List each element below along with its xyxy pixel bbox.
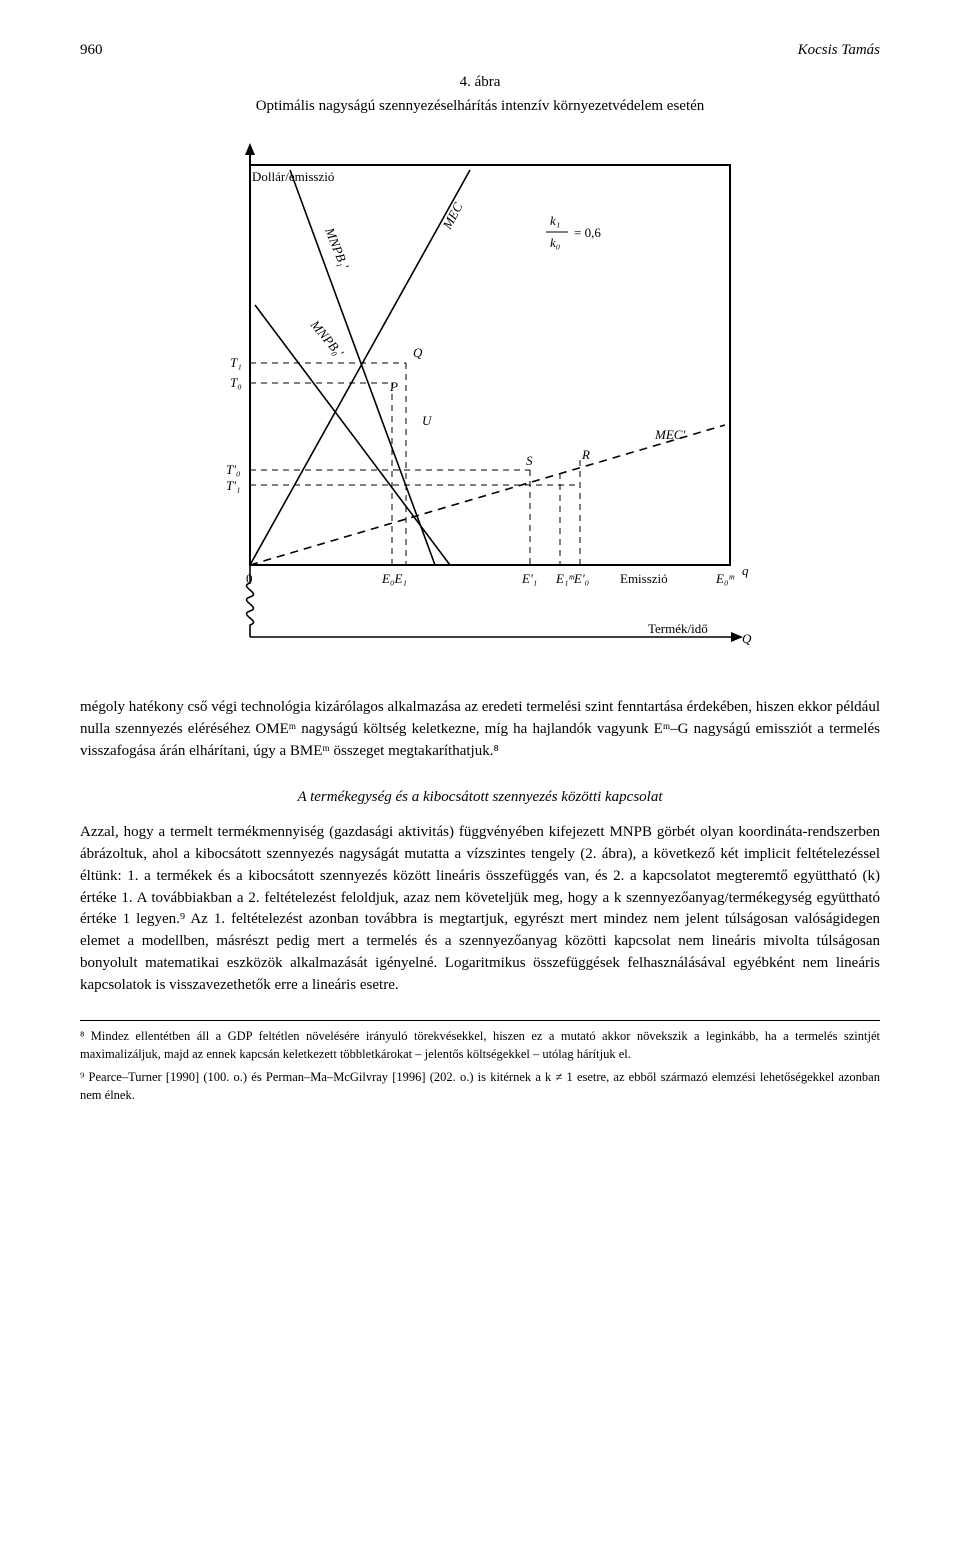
tick-E1mE0p: E₁ᵐE'₀ xyxy=(555,571,589,586)
paragraph-1: mégoly hatékony cső végi technológia kiz… xyxy=(80,697,880,762)
tick-E0m: E₀ᵐ xyxy=(715,571,734,586)
svg-text:k₁: k₁ xyxy=(550,213,560,228)
figure-number: 4. ábra xyxy=(80,72,880,94)
page-number: 960 xyxy=(80,40,103,62)
tick-E0E1: E₀E₁ xyxy=(381,571,407,586)
secondary-x-label: Termék/idő xyxy=(648,621,708,636)
curve-mnpb0: MNPB₀' xyxy=(307,317,347,360)
svg-text:k₀: k₀ xyxy=(550,235,560,250)
section-heading: A termékegység és a kibocsátott szennyez… xyxy=(80,787,880,809)
pt-Qbig: Q xyxy=(742,631,752,646)
pt-P: P xyxy=(389,379,398,394)
pt-T1p: T'₁ xyxy=(226,478,241,493)
ratio-label: k₁ k₀ = 0,6 xyxy=(546,213,601,250)
figure-chart: Dollár/emisszió MNPB₁' MNPB₀' MEC MEC' Q… xyxy=(160,125,800,685)
pt-S: S xyxy=(526,453,533,468)
header-author: Kocsis Tamás xyxy=(798,40,880,62)
pt-T0: T₀ xyxy=(230,375,242,390)
curve-mec: MEC xyxy=(439,200,466,232)
tick-q: q xyxy=(742,563,749,578)
paragraph-2: Azzal, hogy a termelt termékmennyiség (g… xyxy=(80,822,880,996)
pt-T1: T₁ xyxy=(230,355,242,370)
pt-Q: Q xyxy=(413,345,423,360)
figure-caption: Optimális nagyságú szennyezéselhárítás i… xyxy=(80,96,880,118)
tick-E1p: E'₁ xyxy=(521,571,537,586)
curve-mec-prime: MEC' xyxy=(654,427,685,442)
x-axis-label: Emisszió xyxy=(620,571,668,586)
footnote-9: ⁹ Pearce–Turner [1990] (100. o.) és Perm… xyxy=(80,1068,880,1104)
footnote-8: ⁸ Mindez ellentétben áll a GDP feltétlen… xyxy=(80,1027,880,1063)
pt-R: R xyxy=(581,447,590,462)
pt-U: U xyxy=(422,413,433,428)
footnotes: ⁸ Mindez ellentétben áll a GDP feltétlen… xyxy=(80,1020,880,1104)
svg-text:= 0,6: = 0,6 xyxy=(574,225,601,240)
curve-mnpb1: MNPB₁' xyxy=(322,225,352,271)
pt-T0p: T'₀ xyxy=(226,462,241,477)
